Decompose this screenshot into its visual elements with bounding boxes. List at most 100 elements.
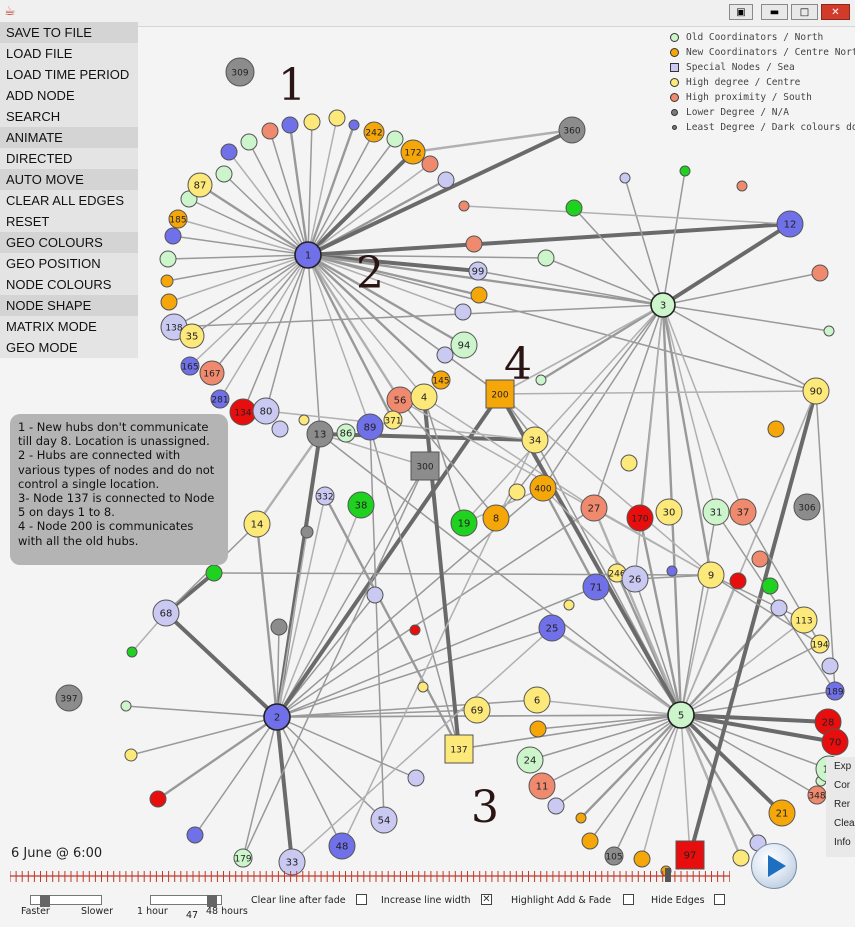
graph-node[interactable]: 90 [802,377,830,405]
graph-node[interactable]: 9 [697,561,725,589]
minimize-button[interactable]: ▬ [761,4,788,20]
graph-node[interactable]: 165 [180,356,200,376]
graph-node[interactable] [729,572,747,590]
side-panel-item[interactable]: Exp [834,761,852,772]
side-panel-item[interactable]: Rer [834,799,851,810]
menu-item-geo-mode[interactable]: GEO MODE [0,337,138,358]
graph-node[interactable]: 12 [776,210,804,238]
graph-node[interactable] [407,769,425,787]
close-button[interactable]: ✕ [821,4,850,20]
graph-node[interactable]: 400 [529,474,557,502]
graph-node[interactable]: 33 [278,848,306,876]
graph-node[interactable] [454,303,472,321]
timeline-marker[interactable] [665,868,671,882]
graph-node[interactable] [328,109,346,127]
graph-node[interactable]: 94 [450,331,478,359]
graph-node[interactable]: 19 [450,509,478,537]
graph-node[interactable]: 105 [604,846,624,866]
menu-item-geo-position[interactable]: GEO POSITION [0,253,138,274]
graph-node[interactable]: 371 [383,410,403,430]
graph-node[interactable]: 185 [168,209,188,229]
highlight-add-checkbox[interactable] [623,894,634,905]
graph-node[interactable]: 35 [179,323,205,349]
graph-node[interactable] [470,286,488,304]
menu-item-clear-all-edges[interactable]: CLEAR ALL EDGES [0,190,138,211]
window-slider[interactable] [150,895,222,907]
graph-node[interactable] [679,165,691,177]
graph-node[interactable]: 71 [582,573,610,601]
graph-node[interactable]: 24 [516,746,544,774]
menu-item-add-node[interactable]: ADD NODE [0,85,138,106]
graph-node[interactable]: 137 [444,734,474,764]
graph-node[interactable]: 27 [580,494,608,522]
graph-node[interactable] [770,599,788,617]
play-button[interactable] [751,843,797,889]
graph-node[interactable] [160,293,178,311]
graph-node[interactable] [120,700,132,712]
graph-node[interactable]: 38 [347,491,375,519]
side-panel-item[interactable]: Cor [834,780,851,791]
graph-node[interactable]: 1 [294,241,322,269]
timeline-slider[interactable] [10,866,730,882]
graph-node[interactable]: 68 [152,599,180,627]
graph-node[interactable]: 11 [528,772,556,800]
graph-node[interactable] [575,812,587,824]
graph-node[interactable] [535,374,547,386]
graph-node[interactable] [633,850,651,868]
graph-node[interactable] [736,180,748,192]
menu-item-animate[interactable]: ANIMATE [0,127,138,148]
graph-node[interactable]: 54 [370,806,398,834]
graph-node[interactable] [300,525,314,539]
graph-node[interactable]: 21 [768,799,796,827]
graph-node[interactable]: 86 [336,423,356,443]
graph-node[interactable] [666,565,678,577]
graph-node[interactable] [620,454,638,472]
menu-item-search[interactable]: SEARCH [0,106,138,127]
graph-node[interactable]: 332 [315,486,335,506]
graph-node[interactable] [366,586,384,604]
graph-node[interactable] [186,826,204,844]
graph-node[interactable] [537,249,555,267]
graph-node[interactable]: 309 [225,57,255,87]
graph-node[interactable] [529,720,547,738]
speed-slider-thumb[interactable] [40,895,50,907]
graph-node[interactable] [619,172,631,184]
menu-item-auto-move[interactable]: AUTO MOVE [0,169,138,190]
clear-line-checkbox[interactable] [356,894,367,905]
restore-window-icon[interactable]: ▣ [729,4,753,20]
graph-node[interactable]: 167 [199,360,225,386]
graph-node[interactable]: 26 [621,565,649,593]
menu-item-save-to-file[interactable]: SAVE TO FILE [0,22,138,43]
graph-node[interactable] [417,681,429,693]
graph-node[interactable]: 145 [431,370,451,390]
graph-node[interactable] [386,130,404,148]
graph-node[interactable] [458,200,470,212]
graph-node[interactable]: 56 [386,386,414,414]
graph-node[interactable] [126,646,138,658]
graph-node[interactable] [732,849,750,867]
menu-item-reset[interactable]: RESET [0,211,138,232]
graph-node[interactable] [465,235,483,253]
window-slider-thumb[interactable] [206,895,217,907]
graph-node[interactable] [436,346,454,364]
graph-node[interactable]: 360 [558,116,586,144]
graph-node[interactable] [205,564,223,582]
graph-node[interactable]: 99 [468,261,488,281]
graph-node[interactable]: 113 [790,606,818,634]
side-panel-item[interactable]: Clea [834,818,855,829]
graph-node[interactable]: 179 [233,848,253,868]
graph-node[interactable]: 300 [410,451,440,481]
graph-node[interactable]: 70 [821,728,849,756]
graph-node[interactable]: 87 [187,172,213,198]
graph-node[interactable]: 14 [243,510,271,538]
graph-node[interactable]: 2 [263,703,291,731]
increase-width-checkbox[interactable]: ✕ [481,894,492,905]
graph-node[interactable] [281,116,299,134]
graph-node[interactable] [270,618,288,636]
graph-node[interactable] [160,274,174,288]
graph-node[interactable]: 25 [538,614,566,642]
menu-item-node-shape[interactable]: NODE SHAPE [0,295,138,316]
graph-node[interactable]: 89 [356,413,384,441]
graph-node[interactable] [767,420,785,438]
